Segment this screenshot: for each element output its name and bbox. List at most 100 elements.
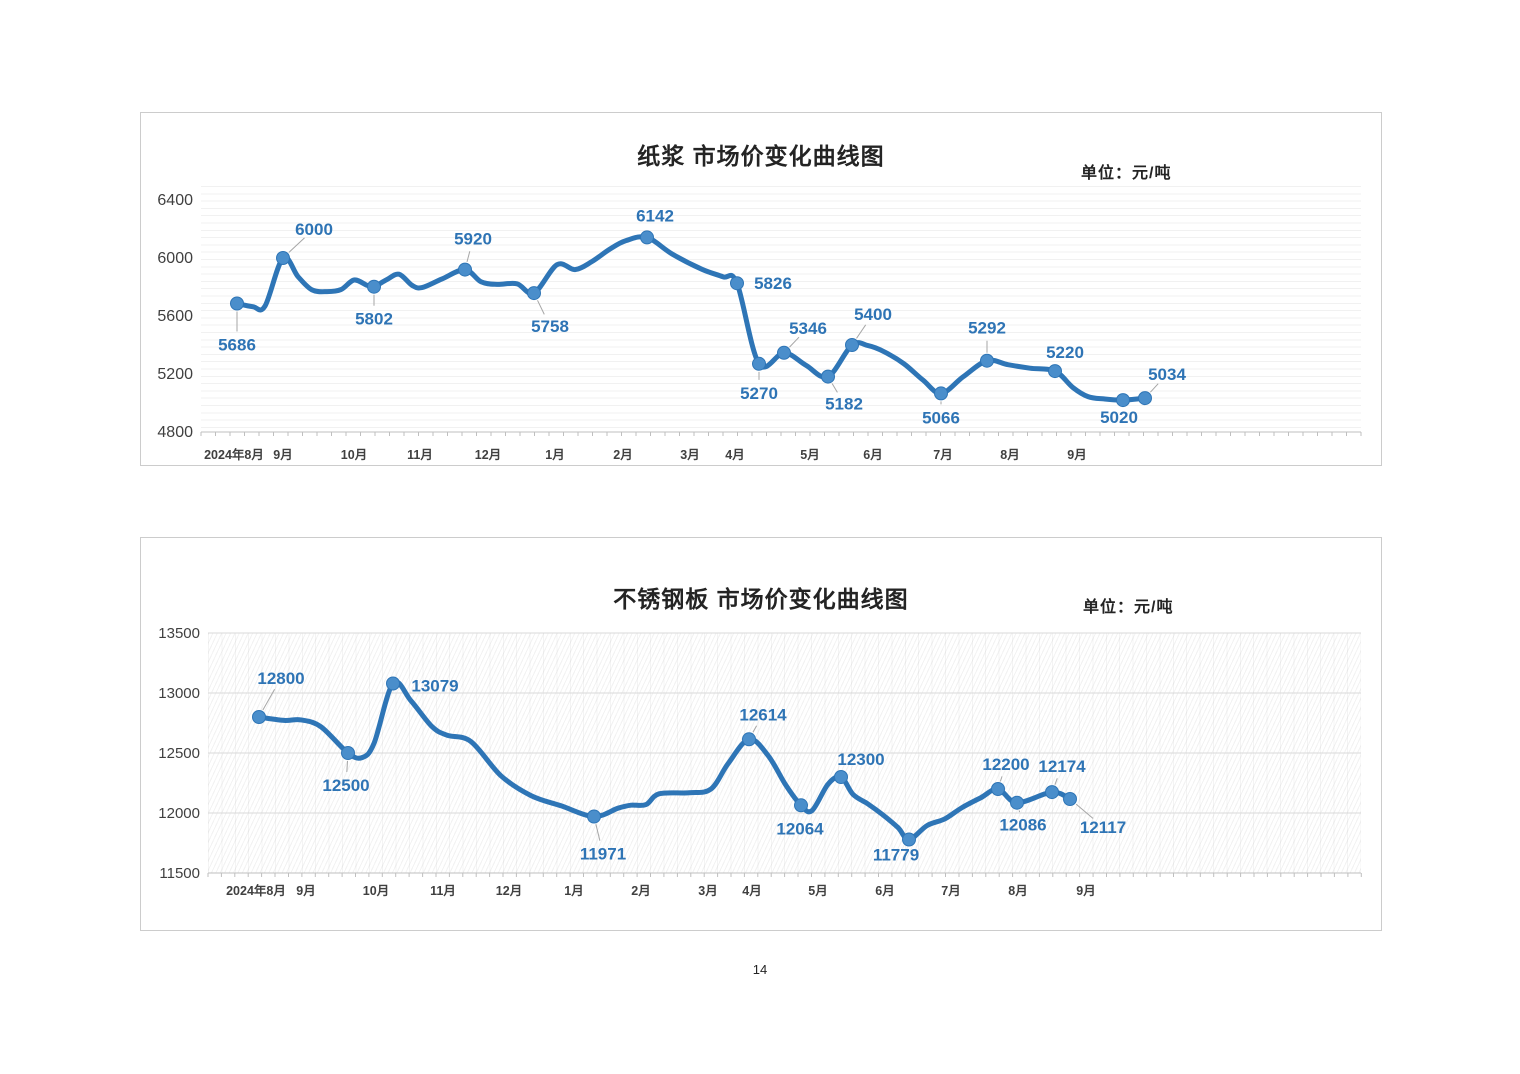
data-point-marker: [794, 798, 808, 813]
data-point-label: 5802: [355, 310, 393, 329]
pulp-price-chart-card: 纸浆 市场价变化曲线图 单位：元/吨 6400 6000 5600 5200 4800 2…: [140, 112, 1382, 466]
data-point-marker: [821, 369, 835, 384]
data-point-marker: [902, 832, 916, 847]
svg-text:6月: 6月: [863, 448, 882, 462]
data-point-label: 12614: [739, 705, 787, 724]
data-point-label: 5020: [1100, 408, 1138, 427]
data-point-label: 12086: [999, 816, 1046, 835]
data-point-marker: [252, 710, 266, 724]
data-point-marker: [777, 345, 791, 360]
data-point-marker: [742, 732, 756, 747]
data-point-labels: 12800 12500 13079 11971 12614 12064 12300 11779…: [257, 669, 1126, 865]
data-point-marker: [386, 676, 400, 691]
stainless-steel-price-chart-card: 不锈钢板 市场价变化曲线图 单位：元/吨 13500 13000 12500 1200…: [140, 537, 1382, 931]
data-point-marker: [730, 276, 744, 291]
x-axis-labels: 2024年8月 9月 10月 11月 12月 1月 2月 3月 4月 5月 6月 7月 8月 9月: [226, 883, 1096, 898]
svg-text:3月: 3月: [698, 884, 717, 898]
svg-text:11月: 11月: [430, 884, 456, 898]
data-point-label: 5270: [740, 384, 778, 403]
chart-title: 纸浆 市场价变化曲线图: [637, 143, 885, 169]
svg-text:4800: 4800: [157, 424, 193, 441]
svg-text:13000: 13000: [158, 685, 200, 702]
y-axis-labels: 13500 13000 12500 12000 11500: [158, 625, 200, 882]
data-point-label: 5758: [531, 317, 569, 336]
svg-text:7月: 7月: [941, 884, 960, 898]
data-point-label: 5686: [218, 336, 256, 355]
data-point-marker: [1010, 795, 1024, 810]
data-point-label: 5400: [854, 305, 892, 324]
svg-text:6月: 6月: [875, 884, 894, 898]
svg-text:5200: 5200: [157, 366, 193, 383]
data-point-marker: [1116, 393, 1130, 408]
svg-text:2月: 2月: [613, 448, 632, 462]
svg-text:10月: 10月: [341, 448, 367, 462]
svg-text:12月: 12月: [496, 884, 522, 898]
data-point-marker: [230, 296, 244, 311]
svg-text:6000: 6000: [157, 250, 193, 267]
svg-text:9月: 9月: [1076, 884, 1095, 898]
data-point-marker: [587, 809, 601, 824]
price-curve: [234, 234, 1148, 403]
data-point-label: 13079: [411, 677, 458, 696]
data-point-marker: [341, 746, 355, 760]
chart-title: 不锈钢板 市场价变化曲线图: [613, 586, 909, 612]
svg-text:9月: 9月: [1067, 448, 1086, 462]
svg-text:6400: 6400: [157, 192, 193, 209]
data-point-markers: [252, 676, 1077, 847]
data-point-label: 5826: [754, 274, 792, 293]
svg-text:8月: 8月: [1000, 448, 1019, 462]
line-chart-canvas: 13500 13000 12500 12000 11500 2024年8月 9月 10月 11月…: [158, 625, 1362, 898]
data-point-label: 5220: [1046, 343, 1084, 362]
unit-label: 单位：元/吨: [1083, 599, 1174, 616]
data-point-marker: [276, 251, 290, 265]
svg-text:4月: 4月: [725, 448, 744, 462]
data-point-marker: [1048, 364, 1062, 379]
data-point-marker: [1138, 391, 1152, 406]
data-point-label: 5292: [968, 319, 1006, 338]
page-number: 14: [752, 962, 768, 977]
svg-text:11500: 11500: [159, 865, 200, 882]
svg-text:5月: 5月: [808, 884, 827, 898]
y-axis-labels: 6400 6000 5600 5200 4800: [157, 192, 193, 441]
data-point-label: 12117: [1080, 818, 1126, 837]
svg-text:2024年8月: 2024年8月: [204, 447, 264, 462]
svg-text:10月: 10月: [363, 884, 389, 898]
data-point-labels: 5686 6000 5802 5920 5758 6142 5826 5270 5346 5182…: [218, 206, 1186, 427]
data-point-marker: [640, 230, 654, 245]
data-point-label: 11971: [580, 845, 626, 864]
svg-text:7月: 7月: [933, 448, 952, 462]
data-point-marker: [527, 286, 541, 301]
plot-area-background: [201, 186, 1361, 432]
data-point-label: 5034: [1148, 365, 1186, 384]
data-point-marker: [991, 782, 1005, 796]
data-point-label: 12064: [776, 819, 824, 838]
x-axis: [207, 872, 1362, 877]
svg-text:4月: 4月: [742, 884, 761, 898]
data-point-label: 12300: [837, 750, 884, 769]
data-point-label: 5346: [789, 319, 827, 338]
svg-text:5月: 5月: [800, 448, 819, 462]
data-point-label: 12500: [322, 776, 369, 795]
data-point-marker: [367, 279, 381, 294]
svg-text:11月: 11月: [407, 448, 433, 462]
svg-text:8月: 8月: [1008, 884, 1027, 898]
data-point-marker: [845, 338, 859, 352]
data-point-label: 12174: [1038, 757, 1086, 776]
data-point-marker: [980, 353, 994, 368]
label-leader-lines: [236, 237, 1159, 405]
svg-text:12月: 12月: [475, 448, 501, 462]
data-point-marker: [1063, 792, 1077, 806]
x-axis: [200, 431, 1362, 436]
data-point-marker: [458, 262, 472, 277]
data-point-marker: [1045, 785, 1059, 800]
svg-text:13500: 13500: [158, 625, 200, 642]
data-point-label: 5182: [825, 395, 863, 414]
svg-text:1月: 1月: [545, 448, 564, 462]
svg-text:2024年8月: 2024年8月: [226, 883, 286, 898]
data-point-label: 6142: [636, 206, 674, 225]
data-point-label: 6000: [295, 220, 333, 239]
label-leader-lines: [262, 689, 1094, 841]
svg-text:9月: 9月: [273, 448, 292, 462]
line-chart-canvas: 6400 6000 5600 5200 4800 2024年8月 9月 10月 11月 12月 1月…: [157, 192, 1362, 462]
